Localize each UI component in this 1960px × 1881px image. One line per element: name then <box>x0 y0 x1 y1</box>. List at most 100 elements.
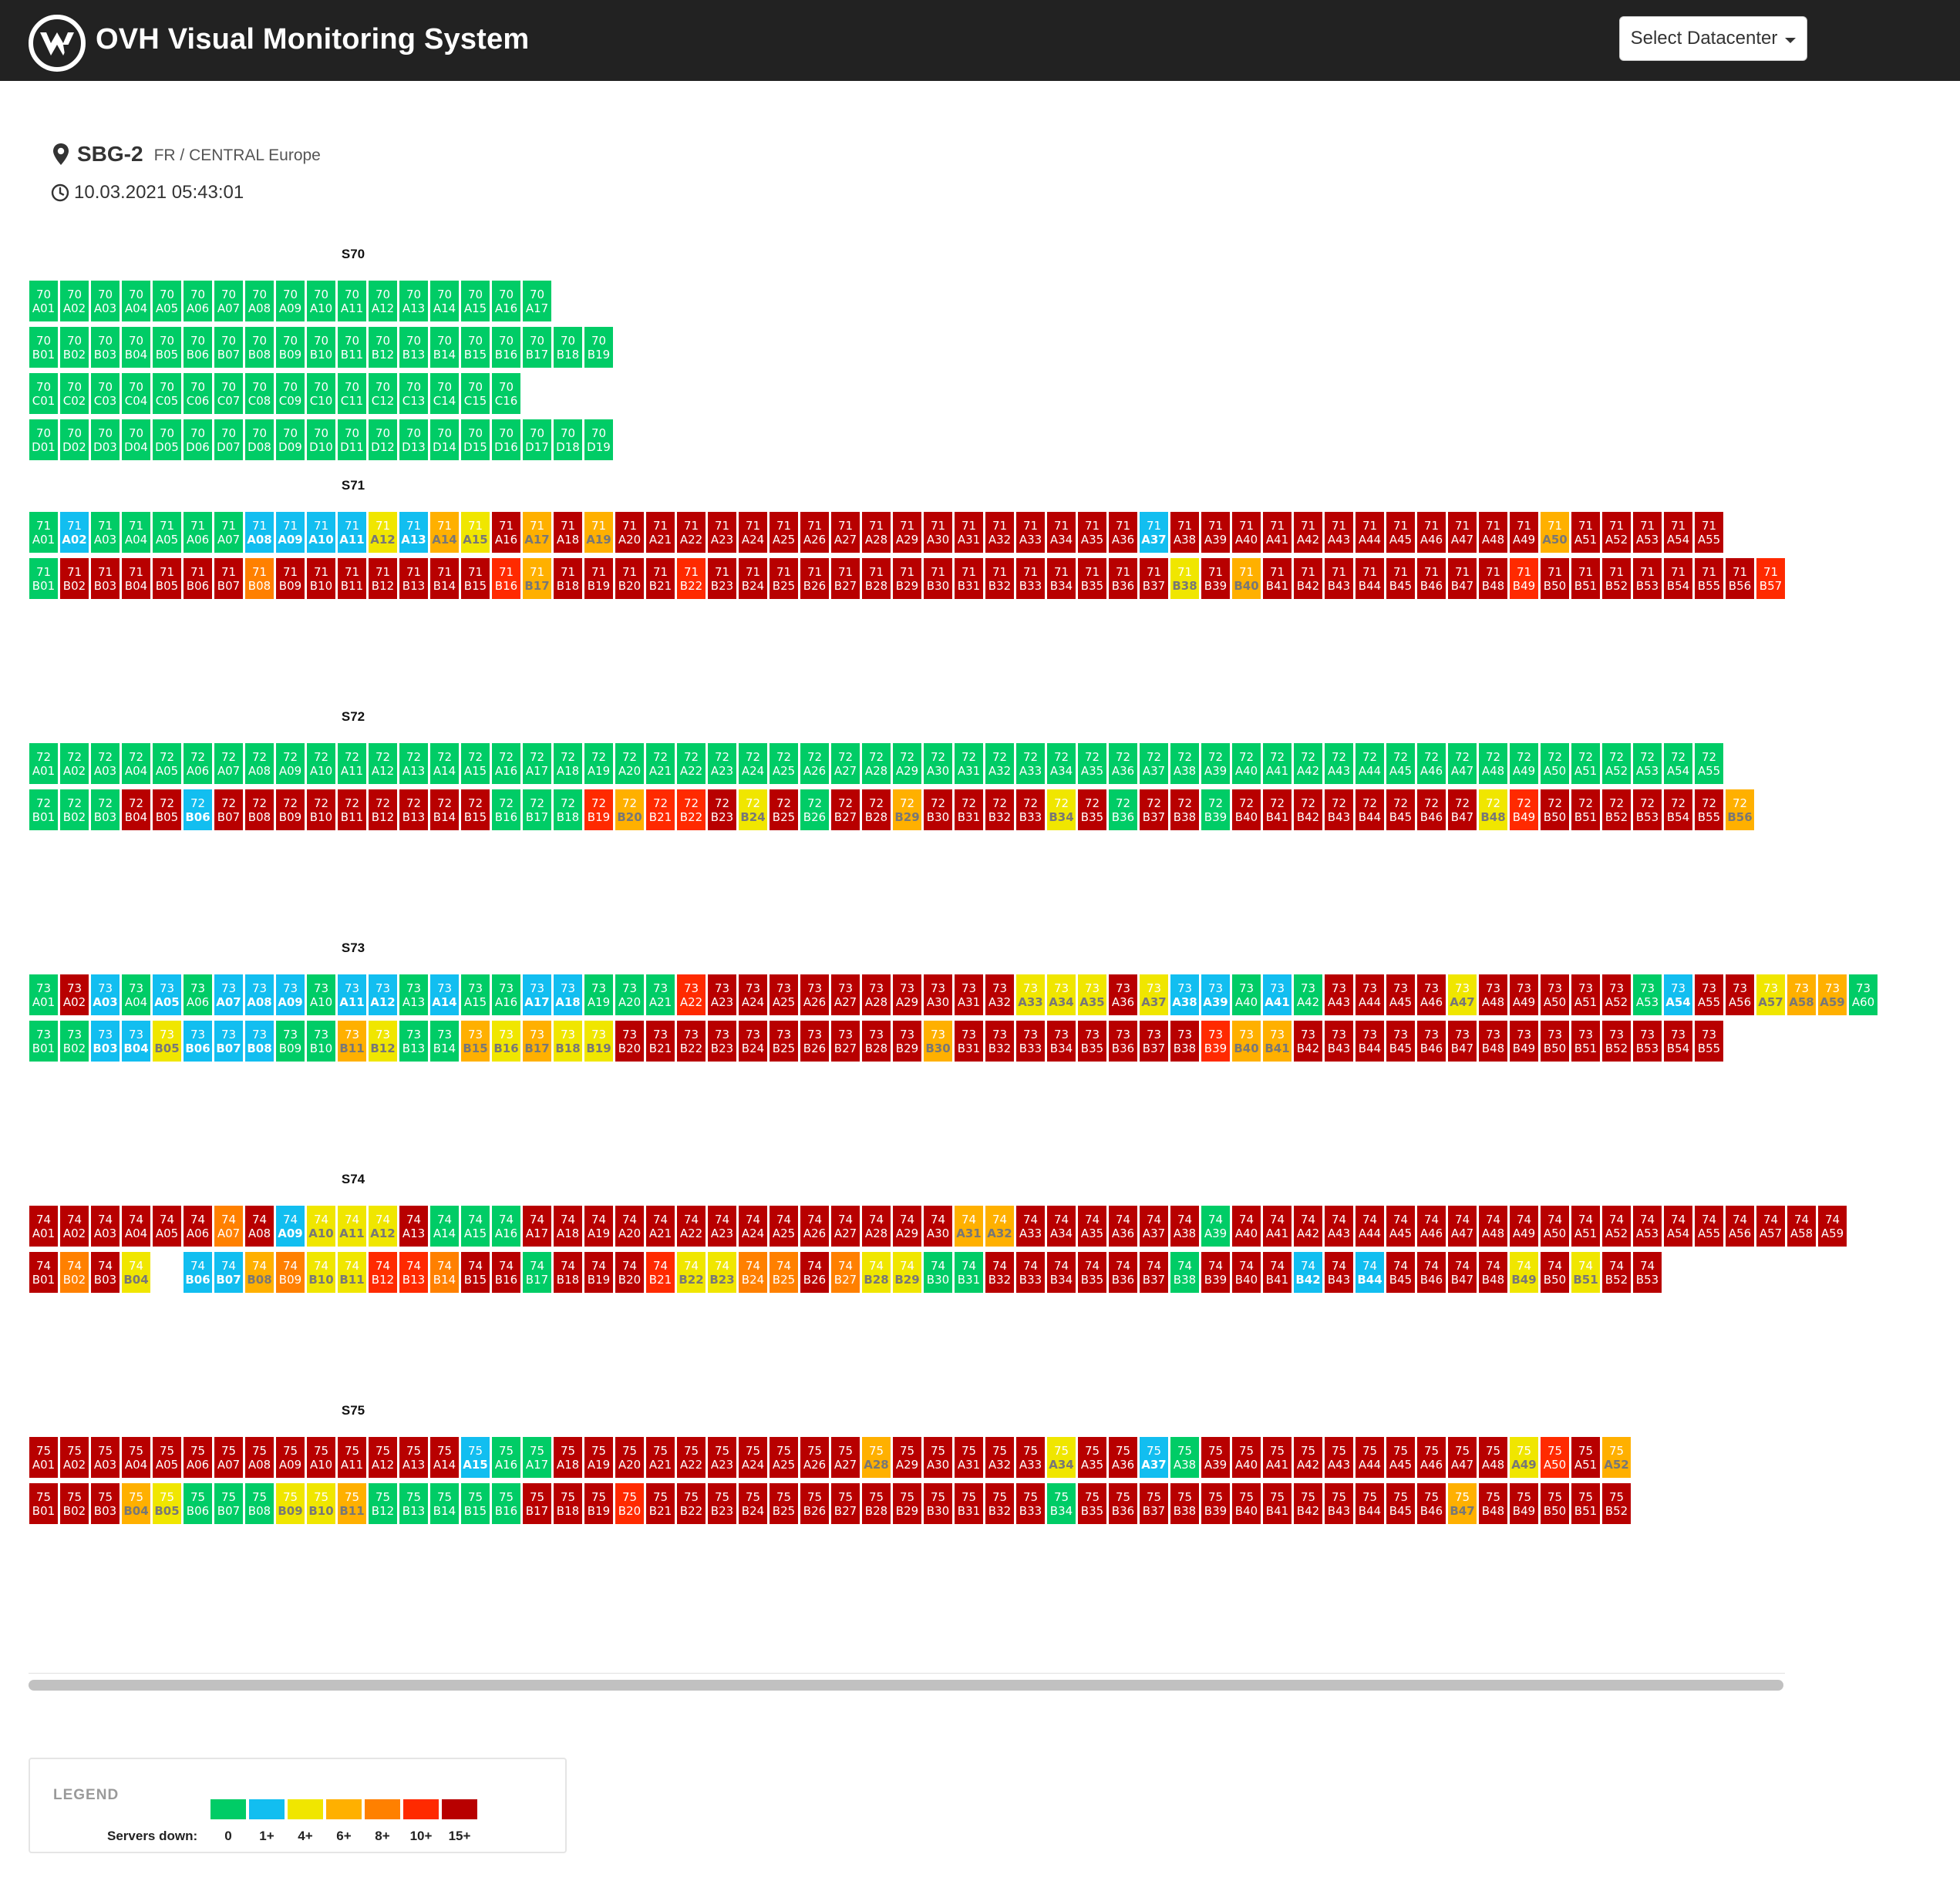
rack-cell[interactable]: 73 A34 <box>1047 974 1076 1015</box>
rack-cell[interactable]: 72 A18 <box>554 743 582 784</box>
rack-cell[interactable]: 73 B16 <box>492 1021 520 1062</box>
rack-cell[interactable]: 71 B29 <box>893 558 921 599</box>
rack-cell[interactable]: 74 A09 <box>276 1206 305 1247</box>
rack-cell[interactable]: 70 C03 <box>91 373 120 414</box>
rack-cell[interactable]: 71 B31 <box>955 558 983 599</box>
ovh-logo-icon[interactable] <box>28 14 86 72</box>
rack-cell[interactable]: 72 B04 <box>122 789 150 830</box>
rack-cell[interactable]: 73 B41 <box>1263 1021 1292 1062</box>
rack-cell[interactable]: 75 B25 <box>770 1483 798 1524</box>
rack-cell[interactable]: 75 A12 <box>369 1437 397 1478</box>
rack-cell[interactable]: 74 B48 <box>1479 1252 1507 1293</box>
rack-cell[interactable]: 74 B08 <box>245 1252 274 1293</box>
rack-cell[interactable]: 75 A02 <box>60 1437 89 1478</box>
rack-cell[interactable]: 73 A04 <box>122 974 150 1015</box>
rack-cell[interactable]: 75 A36 <box>1109 1437 1137 1478</box>
rack-cell[interactable]: 73 A10 <box>307 974 335 1015</box>
rack-cell[interactable]: 72 A33 <box>1016 743 1045 784</box>
rack-cell[interactable]: 74 B30 <box>924 1252 952 1293</box>
rack-cell[interactable]: 74 A43 <box>1325 1206 1353 1247</box>
rack-cell[interactable]: 73 B27 <box>831 1021 860 1062</box>
rack-cell[interactable]: 73 B52 <box>1602 1021 1631 1062</box>
rack-cell[interactable]: 75 A49 <box>1510 1437 1538 1478</box>
rack-cell[interactable]: 71 B03 <box>91 558 120 599</box>
rack-cell[interactable]: 74 B41 <box>1263 1252 1292 1293</box>
rack-cell[interactable]: 73 A48 <box>1479 974 1507 1015</box>
rack-cell[interactable]: 71 B51 <box>1571 558 1600 599</box>
rack-cell[interactable]: 72 B49 <box>1510 789 1538 830</box>
rack-cell[interactable]: 70 B19 <box>584 327 613 368</box>
scrollbar-thumb[interactable] <box>29 1680 1783 1691</box>
rack-cell[interactable]: 72 B24 <box>739 789 767 830</box>
rack-cell[interactable]: 74 B13 <box>399 1252 428 1293</box>
rack-cell[interactable]: 70 B17 <box>523 327 551 368</box>
rack-cell[interactable]: 70 B09 <box>276 327 305 368</box>
rack-cell[interactable]: 72 B05 <box>153 789 181 830</box>
rack-cell[interactable]: 73 B32 <box>985 1021 1014 1062</box>
rack-cell[interactable]: 73 B09 <box>276 1021 305 1062</box>
rack-cell[interactable]: 74 A11 <box>338 1206 366 1247</box>
rack-cell[interactable]: 75 B46 <box>1417 1483 1446 1524</box>
rack-cell[interactable]: 73 B22 <box>677 1021 706 1062</box>
rack-cell[interactable]: 75 A29 <box>893 1437 921 1478</box>
rack-cell[interactable]: 72 B48 <box>1479 789 1507 830</box>
rack-cell[interactable]: 70 A14 <box>430 281 459 321</box>
rack-cell[interactable]: 74 A51 <box>1571 1206 1600 1247</box>
rack-cell[interactable]: 71 A13 <box>399 512 428 553</box>
rack-cell[interactable]: 72 B17 <box>523 789 551 830</box>
rack-cell[interactable]: 72 A31 <box>955 743 983 784</box>
rack-cell[interactable]: 73 B29 <box>893 1021 921 1062</box>
rack-cell[interactable]: 72 A43 <box>1325 743 1353 784</box>
rack-cell[interactable]: 70 D17 <box>523 419 551 460</box>
rack-cell[interactable]: 72 B31 <box>955 789 983 830</box>
rack-cell[interactable]: 72 A53 <box>1633 743 1662 784</box>
rack-cell[interactable]: 71 A47 <box>1448 512 1477 553</box>
rack-cell[interactable]: 74 A46 <box>1417 1206 1446 1247</box>
rack-cell[interactable]: 74 B06 <box>184 1252 212 1293</box>
rack-cell[interactable]: 71 B57 <box>1756 558 1785 599</box>
rack-cell[interactable]: 73 A39 <box>1201 974 1230 1015</box>
rack-cell[interactable]: 73 A59 <box>1818 974 1847 1015</box>
rack-cell[interactable]: 75 A24 <box>739 1437 767 1478</box>
rack-cell[interactable]: 74 A14 <box>430 1206 459 1247</box>
rack-cell[interactable]: 71 B32 <box>985 558 1014 599</box>
rack-cell[interactable]: 75 B38 <box>1170 1483 1199 1524</box>
rack-cell[interactable]: 73 A11 <box>338 974 366 1015</box>
rack-cell[interactable]: 72 B27 <box>831 789 860 830</box>
rack-cell[interactable]: 72 A25 <box>770 743 798 784</box>
rack-cell[interactable]: 75 B05 <box>153 1483 181 1524</box>
rack-cell[interactable]: 74 B11 <box>338 1252 366 1293</box>
rack-cell[interactable]: 74 A18 <box>554 1206 582 1247</box>
rack-cell[interactable]: 71 A35 <box>1078 512 1106 553</box>
rack-cell[interactable]: 75 A20 <box>615 1437 644 1478</box>
rack-cell[interactable]: 71 A25 <box>770 512 798 553</box>
rack-cell[interactable]: 72 A32 <box>985 743 1014 784</box>
rack-cell[interactable]: 71 B10 <box>307 558 335 599</box>
rack-cell[interactable]: 75 B28 <box>862 1483 891 1524</box>
rack-cell[interactable]: 75 B10 <box>307 1483 335 1524</box>
rack-cell[interactable]: 71 A16 <box>492 512 520 553</box>
rack-cell[interactable]: 73 B24 <box>739 1021 767 1062</box>
rack-cell[interactable]: 73 A14 <box>430 974 459 1015</box>
rack-cell[interactable]: 73 B28 <box>862 1021 891 1062</box>
rack-cell[interactable]: 75 B39 <box>1201 1483 1230 1524</box>
rack-cell[interactable]: 74 B44 <box>1355 1252 1384 1293</box>
rack-cell[interactable]: 71 B30 <box>924 558 952 599</box>
rack-cell[interactable]: 70 A13 <box>399 281 428 321</box>
rack-cell[interactable]: 73 A25 <box>770 974 798 1015</box>
rack-cell[interactable]: 71 A44 <box>1355 512 1384 553</box>
rack-cell[interactable]: 70 B08 <box>245 327 274 368</box>
rack-cell[interactable]: 70 B07 <box>214 327 243 368</box>
rack-cell[interactable]: 75 B14 <box>430 1483 459 1524</box>
rack-cell[interactable]: 73 A21 <box>646 974 675 1015</box>
rack-cell[interactable]: 73 B53 <box>1633 1021 1662 1062</box>
rack-cell[interactable]: 72 B26 <box>800 789 829 830</box>
rack-cell[interactable]: 73 B12 <box>369 1021 397 1062</box>
rack-cell[interactable]: 72 A11 <box>338 743 366 784</box>
rack-cell[interactable]: 72 B53 <box>1633 789 1662 830</box>
rack-cell[interactable]: 73 A60 <box>1849 974 1877 1015</box>
rack-cell[interactable]: 74 B19 <box>584 1252 613 1293</box>
rack-cell[interactable]: 70 B14 <box>430 327 459 368</box>
rack-cell[interactable]: 75 A01 <box>29 1437 58 1478</box>
rack-cell[interactable]: 73 A22 <box>677 974 706 1015</box>
